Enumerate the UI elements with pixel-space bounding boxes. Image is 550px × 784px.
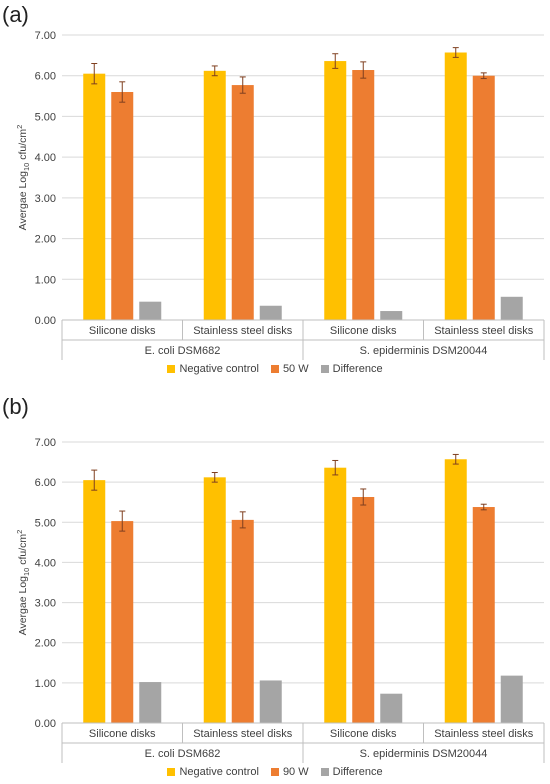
legend-item: Difference — [320, 363, 383, 375]
x-tick-label: Stainless steel disks — [193, 728, 293, 740]
chart-legend: Negative control 50 W Difference — [0, 363, 550, 375]
bar — [472, 507, 495, 723]
group-label: E. coli DSM682 — [145, 748, 221, 760]
x-tick-label: Silicone disks — [89, 325, 156, 337]
panel-label: (b) — [2, 394, 29, 419]
bar — [231, 85, 254, 320]
y-tick-label: 5.00 — [35, 517, 56, 529]
y-tick-label: 0.00 — [35, 315, 56, 327]
bar-chart-a: 0.00 1.00 2.00 3.00 4.00 5.00 6.00 7.00 Avergae … — [15, 30, 545, 360]
bar — [139, 301, 162, 320]
bar — [259, 680, 282, 723]
legend-swatch — [167, 365, 176, 373]
bar — [83, 73, 106, 320]
group-label: S. epiderminis DSM20044 — [360, 748, 488, 760]
y-tick-label: 0.00 — [35, 718, 56, 730]
chart-panel-a: (a) 0.00 1.00 2.00 3.00 4.00 5.00 6.00 7.00 Aver… — [0, 2, 550, 375]
bar — [139, 682, 162, 723]
y-tick-label: 7.00 — [35, 30, 56, 42]
bar — [259, 305, 282, 320]
group-label: S. epiderminis DSM20044 — [360, 345, 488, 357]
bar — [500, 675, 523, 723]
legend-item: 90 W — [270, 766, 309, 778]
legend-item: Negative control — [167, 363, 259, 375]
legend-swatch — [167, 768, 176, 776]
y-tick-label: 1.00 — [35, 274, 56, 286]
chart-panel-b: (b) 0.00 1.00 2.00 3.00 4.00 5.00 6.00 7.00 Aver… — [0, 392, 550, 784]
x-tick-label: Silicone disks — [330, 325, 397, 337]
bar — [352, 496, 375, 723]
x-tick-label: Stainless steel disks — [193, 325, 293, 337]
bar — [352, 70, 375, 320]
legend-label: 90 W — [282, 766, 309, 778]
bar — [203, 477, 226, 723]
bar — [324, 467, 347, 723]
legend-label: Negative control — [179, 766, 259, 778]
group-label: E. coli DSM682 — [145, 345, 221, 357]
y-tick-label: 4.00 — [35, 152, 56, 164]
y-tick-label: 6.00 — [35, 71, 56, 83]
legend-swatch — [320, 768, 329, 776]
panel-label: (a) — [2, 2, 29, 27]
y-tick-label: 3.00 — [35, 598, 56, 610]
x-tick-label: Silicone disks — [330, 728, 397, 740]
x-tick-label: Silicone disks — [89, 728, 156, 740]
y-tick-label: 1.00 — [35, 678, 56, 690]
bar — [83, 480, 106, 723]
bar-chart-b: 0.00 1.00 2.00 3.00 4.00 5.00 6.00 7.00 Avergae … — [15, 437, 545, 763]
y-tick-label: 2.00 — [35, 234, 56, 246]
legend-item: Difference — [320, 766, 383, 778]
x-tick-label: Stainless steel disks — [434, 728, 534, 740]
bar — [444, 459, 467, 723]
y-tick-label: 5.00 — [35, 111, 56, 123]
bar — [203, 70, 226, 320]
bar — [444, 52, 467, 320]
legend-item: Negative control — [167, 766, 259, 778]
legend-label: 50 W — [282, 363, 309, 375]
y-axis-label: Avergae Log10 cfu/cm2 — [15, 530, 31, 636]
legend-label: Difference — [332, 363, 383, 375]
legend-label: Difference — [332, 766, 383, 778]
legend-swatch — [320, 365, 329, 373]
bar — [380, 693, 403, 723]
chart-legend: Negative control 90 W Difference — [0, 766, 550, 778]
y-tick-label: 6.00 — [35, 477, 56, 489]
bar — [231, 519, 254, 723]
x-tick-label: Stainless steel disks — [434, 325, 534, 337]
bar — [380, 311, 403, 320]
bar — [500, 296, 523, 320]
bar — [111, 92, 134, 320]
y-tick-label: 2.00 — [35, 638, 56, 650]
legend-label: Negative control — [179, 363, 259, 375]
bar — [472, 75, 495, 320]
legend-swatch — [270, 365, 279, 373]
legend-item: 50 W — [270, 363, 309, 375]
bar — [111, 521, 134, 723]
y-tick-label: 3.00 — [35, 193, 56, 205]
legend-swatch — [270, 768, 279, 776]
y-tick-label: 4.00 — [35, 557, 56, 569]
y-tick-label: 7.00 — [35, 437, 56, 449]
bar — [324, 61, 347, 321]
y-axis-label: Avergae Log10 cfu/cm2 — [15, 125, 31, 231]
